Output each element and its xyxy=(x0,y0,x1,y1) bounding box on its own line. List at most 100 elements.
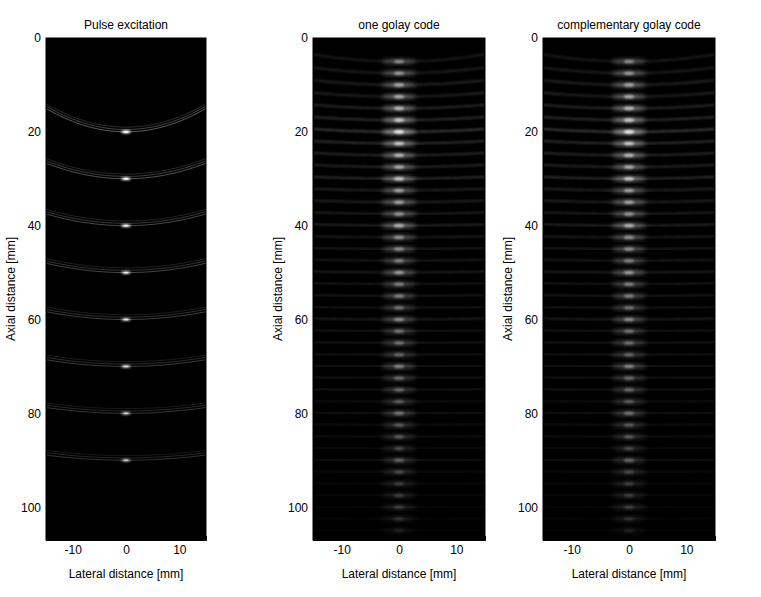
tick-mark xyxy=(543,413,547,414)
tick-mark xyxy=(543,507,547,508)
response-core xyxy=(624,318,634,322)
smeared-response xyxy=(382,129,416,134)
axis-line xyxy=(47,39,51,541)
point-arc xyxy=(46,209,206,221)
point-arc xyxy=(46,212,206,224)
response-core xyxy=(624,118,634,122)
smeared-response xyxy=(612,153,646,158)
response-core xyxy=(394,142,404,146)
response-core xyxy=(624,224,634,228)
smeared-response xyxy=(382,516,416,521)
x-axis: -10010 xyxy=(47,536,207,557)
point-core xyxy=(123,131,128,133)
response-core xyxy=(624,142,634,146)
response-core xyxy=(394,306,404,310)
tick: 20 xyxy=(295,125,317,139)
smeared-response xyxy=(382,317,416,322)
tick-mark xyxy=(543,226,547,227)
tick-label: 80 xyxy=(525,407,539,421)
sidelobe-band xyxy=(313,517,485,519)
tick-label: -10 xyxy=(333,543,351,557)
sidelobe-band xyxy=(313,506,485,508)
response-core xyxy=(624,482,634,486)
response-core xyxy=(624,447,634,451)
response-core xyxy=(624,71,634,75)
tick-label: 0 xyxy=(34,31,41,45)
response-core xyxy=(624,236,634,240)
smeared-response xyxy=(612,317,646,322)
smeared-response xyxy=(382,59,416,64)
x-axis-title: Lateral distance [mm] xyxy=(572,567,687,581)
tick-label: 80 xyxy=(28,407,42,421)
smeared-response xyxy=(612,340,646,345)
smeared-response xyxy=(382,305,416,310)
response-core xyxy=(394,118,404,122)
point-arc xyxy=(46,450,206,455)
response-core xyxy=(624,294,634,298)
smeared-response xyxy=(382,247,416,252)
plot-frame xyxy=(46,38,206,540)
response-core xyxy=(624,107,634,111)
tick: 20 xyxy=(525,125,547,139)
tick-label: 40 xyxy=(28,219,42,233)
tick: 10 xyxy=(173,536,187,557)
response-core xyxy=(394,294,404,298)
tick-label: -10 xyxy=(563,543,581,557)
response-core xyxy=(394,165,404,169)
smeared-response xyxy=(382,387,416,392)
smeared-response xyxy=(612,200,646,205)
smeared-response xyxy=(382,200,416,205)
response-core xyxy=(624,329,634,333)
response-core xyxy=(394,247,404,251)
tick-mark xyxy=(46,226,50,227)
smeared-response xyxy=(382,118,416,123)
response-core xyxy=(394,283,404,287)
smeared-response xyxy=(612,106,646,111)
response-core xyxy=(624,529,634,533)
response-core xyxy=(624,435,634,439)
smeared-response xyxy=(612,516,646,521)
smeared-response xyxy=(612,399,646,404)
response-core xyxy=(394,329,404,333)
tick-label: 100 xyxy=(288,500,308,514)
response-core xyxy=(624,247,634,251)
smeared-response xyxy=(612,364,646,369)
tick-mark xyxy=(543,132,547,133)
smeared-response xyxy=(382,411,416,416)
smeared-response xyxy=(382,399,416,404)
response-core xyxy=(624,165,634,169)
point-response xyxy=(121,130,131,133)
point-arc xyxy=(46,104,206,127)
figure: 020406080100-10010Pulse excitationLatera… xyxy=(0,0,761,597)
response-core xyxy=(394,400,404,404)
tick-mark xyxy=(629,536,630,540)
response-core xyxy=(624,259,634,263)
point-core xyxy=(123,225,128,227)
smeared-response xyxy=(612,282,646,287)
y-axis-title: Axial distance [mm] xyxy=(4,237,18,341)
tick: 20 xyxy=(28,125,50,139)
tick-label: 40 xyxy=(295,219,309,233)
x-axis: -10010 xyxy=(314,536,486,557)
tick-mark xyxy=(313,319,317,320)
smeared-response xyxy=(612,71,646,76)
axis-line xyxy=(314,39,318,541)
response-core xyxy=(624,494,634,498)
point-arc xyxy=(46,309,206,317)
tick: -10 xyxy=(333,536,351,557)
sidelobe-band xyxy=(313,494,485,496)
response-core xyxy=(394,259,404,263)
response-core xyxy=(624,130,634,134)
response-core xyxy=(624,306,634,310)
response-core xyxy=(394,376,404,380)
point-core xyxy=(123,319,128,321)
tick: 0 xyxy=(123,536,130,557)
tick-mark xyxy=(126,536,127,540)
smeared-response xyxy=(612,293,646,298)
tick-mark xyxy=(46,413,50,414)
smeared-response xyxy=(382,235,416,240)
tick: 80 xyxy=(525,407,547,421)
response-core xyxy=(394,435,404,439)
smeared-response xyxy=(612,211,646,216)
point-response xyxy=(121,318,131,321)
